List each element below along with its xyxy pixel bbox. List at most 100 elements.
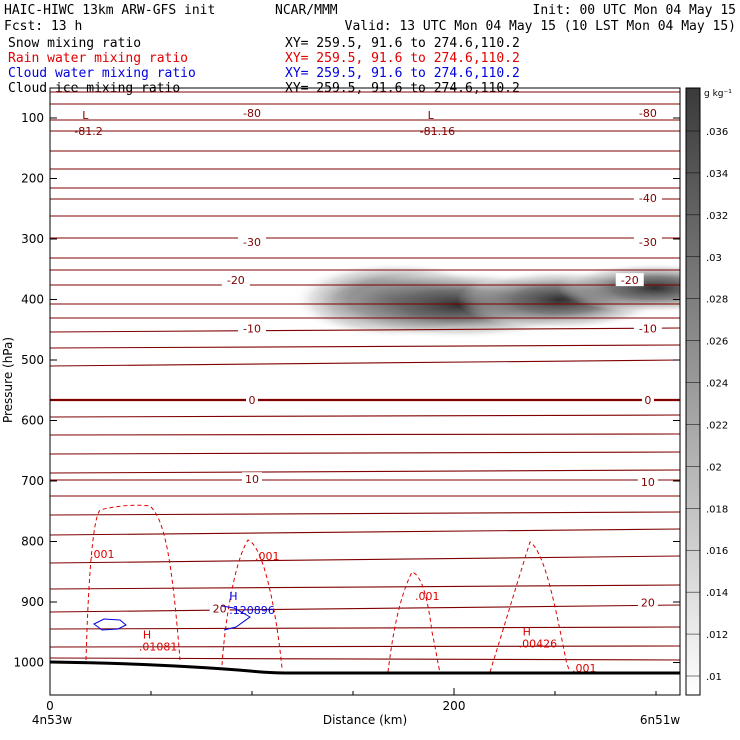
right-endpoint-label: 6n51w [640,713,681,727]
cloud-water-high-marker: H [229,590,237,603]
init-time: Init: 00 UTC Mon 04 May 15 [533,3,737,18]
isotherm-line [50,657,680,661]
y-tick-label: 900 [21,595,44,609]
isotherm-line [50,528,680,536]
isotherm-label-bg [641,392,654,406]
colorbar-tick-label: .036 [706,127,728,138]
colorbar-tick-label: .014 [706,588,728,599]
colorbar-ticks: .01 .012 .014 .016 .018 .02 .022 .024 .026 .028 .0… [686,127,728,683]
isotherm-label-bg [242,472,262,486]
isotherm-label: 10 [245,473,259,486]
isotherm-line [50,414,680,418]
terrain-line [50,660,680,675]
snow-shading [292,262,680,339]
colorbar-tick-label: .01 [706,672,722,683]
colorbar-tick-label: .028 [706,295,728,306]
field-name-rain: Rain water mixing ratio [8,51,188,66]
y-tick-label: 100 [21,111,44,125]
isotherm-label-bg [633,106,662,120]
isotherm-line [50,511,680,516]
y-tick-label: 700 [21,474,44,488]
isotherm-label: 0 [249,394,256,407]
rain-contour [387,571,441,673]
x-axis-label: Distance (km) [323,713,407,727]
isotherm-line [50,626,680,630]
header-panel: HAIC-HIWC 13km ARW-GFS init NCAR/MMM Ini… [4,3,737,96]
colorbar-tick-label: .034 [706,169,728,180]
isotherm-label: -30 [639,236,657,249]
left-endpoint-label: 4n53w [32,713,73,727]
colorbar-tick-label: .026 [706,337,728,348]
cloud-water-high-value: .120896 [229,604,274,617]
isotherm-line [50,604,680,613]
isotherm-label: -80 [243,107,261,120]
rain-contour [85,504,181,661]
isotherm-label-bg [221,273,250,287]
isotherm-label: 20 [641,597,655,610]
y-tick-label: 800 [21,535,44,549]
isotherm-label-bg [637,595,658,609]
isotherm-label: -30 [243,236,261,249]
isotherm-label-bg [209,601,230,615]
field-name-snow: Snow mixing ratio [8,36,141,51]
field-xy-cloud-water: XY= 259.5, 91.6 to 274.6,110.2 [285,66,520,81]
field-name-cloud-water: Cloud water mixing ratio [8,66,196,81]
rain-high-value: .01081 [139,640,178,653]
isotherm-label: -20 [227,274,245,287]
isotherm-line [50,469,680,474]
isotherm-line [50,327,680,333]
isotherm-line [50,645,680,648]
y-tick-label: 300 [21,232,44,246]
rain-contour-label: .001 [255,550,280,563]
rain-contour-label: .001 [415,590,440,603]
y-axis-label: Pressure (hPa) [1,337,15,423]
y-tick-label: 400 [21,293,44,307]
rain-contour-label: .001 [90,548,115,561]
colorbar-tick-label: .016 [706,546,728,557]
y-tick-label: 1000 [13,656,44,670]
temperature-contours: -80 -80 -40 -30 -30 -20 -20 -10 -10 0 0 10 10 20 20 L -8… [50,91,680,661]
isotherm-low-marker: L [82,109,89,122]
isotherm-label-bg [246,392,258,406]
isotherm-label: -10 [243,323,261,336]
cloud-water-contours: H.120896 [93,590,275,631]
field-xy-snow: XY= 259.5, 91.6 to 274.6,110.2 [285,36,520,51]
isotherm-label: -80 [639,107,657,120]
isotherm-label: -40 [639,192,657,205]
cloud-water-contour [93,618,127,631]
isotherm-label-bg [633,190,662,204]
colorbar-tick-label: .032 [706,211,728,222]
isotherm-label: 20 [213,603,227,616]
y-tick-label: 200 [21,172,44,186]
isotherm-label-bg [633,321,662,335]
colorbar-unit: g kg⁻¹ [704,89,732,99]
colorbar-tick-label: .03 [706,253,722,264]
y-tick-label: 500 [21,353,44,367]
valid-time: Valid: 13 UTC Mon 04 May 15 (10 LST Mon … [345,19,736,34]
org-label: NCAR/MMM [275,3,338,18]
isotherm-low-value: -81.2 [74,125,102,138]
isotherm-label-bg [637,475,658,489]
x-tick-label: 200 [443,699,466,713]
isotherm-low-value: -81.16 [420,125,455,138]
colorbar-tick-label: .02 [706,462,722,473]
isotherm-label-bg [615,273,644,287]
snow-shading-blob [558,263,680,313]
isotherm-label-bg [633,235,662,249]
rain-contour [221,539,283,669]
y-tick-label: 600 [21,414,44,428]
colorbar-tick-label: .022 [706,420,728,431]
model-title: HAIC-HIWC 13km ARW-GFS init [4,3,215,18]
isotherm-line [50,555,680,564]
cloud-water-contour [221,605,251,631]
isotherm-label-bg [238,235,266,249]
rain-high-marker: H [143,628,151,641]
colorbar-tick-label: .012 [706,630,728,641]
isotherm-line [50,433,680,436]
isotherm-label: -10 [639,323,657,336]
isotherm-line [50,451,680,455]
x-tick-label: 0 [46,699,54,713]
isotherm-line [50,359,680,367]
isotherm-label: -20 [621,274,639,287]
